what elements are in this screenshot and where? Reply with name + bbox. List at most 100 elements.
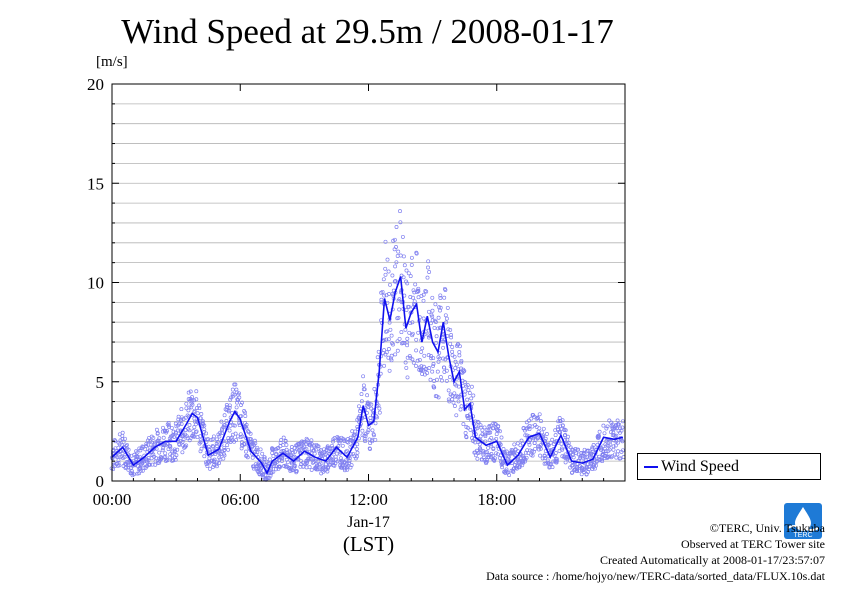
data-point (388, 282, 392, 287)
data-point (213, 452, 218, 457)
data-point (608, 442, 613, 447)
data-point (434, 377, 439, 382)
data-point (192, 425, 197, 430)
data-point (138, 463, 143, 468)
data-point (581, 469, 586, 474)
data-point (212, 457, 217, 462)
data-point (395, 348, 400, 353)
data-point (230, 392, 235, 397)
data-point (511, 469, 516, 474)
data-point (597, 458, 602, 463)
data-point (301, 460, 306, 465)
data-point (365, 430, 370, 435)
data-point (459, 358, 464, 363)
data-point (138, 448, 143, 453)
data-point (234, 405, 239, 410)
data-point (450, 345, 455, 349)
credit-observed: Observed at TERC Tower site (680, 537, 825, 551)
data-point (425, 275, 430, 280)
data-point (537, 412, 542, 417)
data-point (560, 447, 565, 452)
data-point (283, 464, 288, 469)
data-point (222, 448, 227, 453)
data-point (391, 342, 395, 347)
data-point (179, 407, 184, 412)
data-point (443, 313, 448, 318)
data-point (560, 418, 565, 423)
data-point (184, 401, 189, 406)
data-point (440, 378, 444, 383)
data-point (353, 456, 358, 461)
data-point (363, 439, 368, 444)
y-tick-label: 0 (96, 472, 105, 491)
data-point (616, 440, 620, 445)
data-point (165, 458, 170, 463)
data-point (191, 434, 196, 439)
data-point (491, 421, 496, 426)
data-point (395, 339, 400, 344)
data-point (444, 378, 449, 383)
data-point (403, 327, 408, 332)
data-point (267, 475, 272, 480)
data-point (404, 279, 409, 284)
data-point (319, 471, 324, 476)
data-point (233, 382, 238, 387)
data-point (377, 406, 382, 411)
data-point (497, 429, 502, 434)
data-point (532, 441, 537, 445)
data-point (117, 463, 122, 468)
data-point (187, 438, 192, 443)
data-point (511, 450, 516, 455)
data-point (295, 447, 300, 452)
data-point (347, 456, 352, 461)
data-point (457, 344, 462, 349)
data-point (369, 402, 374, 407)
data-point (386, 337, 391, 342)
data-point (445, 305, 450, 310)
data-point (221, 456, 226, 461)
data-point (165, 428, 169, 433)
data-point (563, 460, 568, 465)
data-point (447, 399, 452, 404)
data-point (408, 295, 413, 299)
data-point (365, 393, 370, 398)
data-point (362, 387, 367, 392)
data-point (268, 473, 273, 478)
data-point (142, 466, 147, 470)
data-point (588, 455, 592, 460)
data-point (432, 385, 437, 390)
data-point (178, 438, 183, 443)
data-point (177, 421, 182, 426)
data-point (596, 435, 601, 440)
data-point (245, 455, 250, 460)
data-point (486, 445, 491, 450)
data-point (539, 419, 543, 424)
data-point (429, 354, 433, 358)
data-point (447, 375, 452, 380)
data-point (426, 265, 430, 270)
data-point (542, 456, 547, 461)
data-point (504, 449, 509, 454)
x-axis-label: (LST) (343, 532, 394, 556)
data-point (115, 455, 120, 459)
data-point (582, 452, 587, 456)
data-point (253, 462, 258, 467)
data-point (274, 467, 278, 472)
data-point (403, 360, 408, 365)
data-point (414, 337, 419, 342)
data-point (243, 424, 248, 429)
data-point (211, 434, 216, 439)
data-point (187, 423, 192, 427)
data-point (450, 397, 455, 402)
data-point (227, 428, 232, 433)
data-point (410, 357, 415, 362)
data-point (499, 435, 504, 440)
data-point (411, 288, 416, 293)
data-point (535, 415, 540, 420)
data-point (154, 427, 159, 432)
data-point (613, 443, 618, 448)
y-tick-label: 15 (87, 174, 104, 193)
data-point (452, 404, 457, 408)
data-point (233, 431, 238, 436)
data-point (324, 465, 329, 470)
